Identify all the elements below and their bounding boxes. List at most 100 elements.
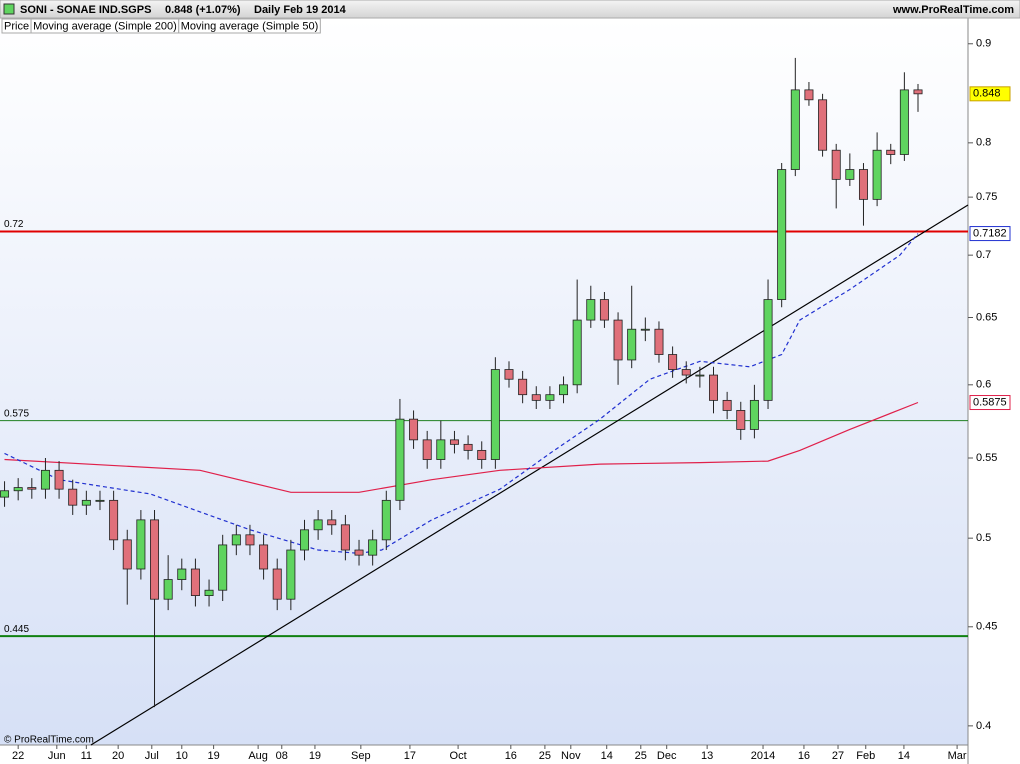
y-tick-label: 0.9 [976,38,991,50]
x-tick-label: Mar [948,750,967,762]
y-tick-label: 0.55 [976,452,997,464]
candle-body [531,394,541,401]
candle-body [681,369,691,376]
period: Daily Feb 19 2014 [254,4,347,16]
x-tick-label: Jun [48,750,66,762]
x-tick-label: 10 [176,750,188,762]
legend-box [178,18,321,34]
candle-body [177,568,187,580]
y-tick-label: 0.6 [976,379,991,391]
candle-body [654,328,664,355]
ma-line [4,401,919,493]
legend-label: Price [4,20,29,32]
candle-body [109,499,119,541]
x-axis-bg [0,745,968,764]
candle-body [886,149,896,155]
candle-body [81,499,91,506]
candle-body [504,369,514,380]
y-axis-bg [968,18,1020,764]
price-tag-label: 0.7182 [973,227,1007,239]
x-tick-label: 22 [12,750,24,762]
candle-body [163,579,173,600]
x-tick-label: 25 [635,750,647,762]
legend-label: Moving average (Simple 200) [33,20,177,32]
candle-body [190,568,200,596]
candle-body [40,469,50,490]
candle-body [490,369,500,460]
candle-body [831,149,841,180]
x-tick-label: Sep [351,750,371,762]
candle-body [899,89,909,155]
candle-body [613,319,623,361]
candle-body [586,299,596,321]
candle-body [790,89,800,170]
x-tick-label: Dec [657,750,677,762]
legend: Price Moving average (Simple 200) Moving a… [1,18,321,34]
candle-body [599,299,609,321]
price-tag [969,226,1011,242]
site: www.ProRealTime.com [892,4,1014,16]
candle-body [640,328,650,331]
level-label: 0.575 [4,408,29,419]
y-tick-label: 0.5 [976,532,991,544]
candle-body [313,519,323,531]
candle-body [95,499,105,502]
candle-body [245,534,255,546]
candle-body [736,410,746,430]
candle-body [381,499,391,541]
candle-body [695,374,705,377]
candle-body [463,443,473,451]
candle-body [449,439,459,445]
candle-body [327,519,337,526]
candle-body [409,418,419,441]
y-tick-label: 0.7 [976,249,991,261]
candle-body [231,534,241,546]
candle-body [218,544,228,591]
level-label: 0.72 [4,219,24,230]
plot: 0.72 0.575 0.445 [0,57,969,746]
price-tag-label: 0.5875 [973,396,1007,408]
price-tag-label: 0.848 [973,88,1001,100]
x-tick-label: 14 [601,750,613,762]
candle-body [136,519,146,570]
candle-body [0,490,10,498]
quote: 0.848 (+1.07%) [165,4,241,16]
symbol: SONI - SONAE IND.SGPS [20,4,151,16]
candle-body [436,439,446,460]
candle-body [763,299,773,401]
x-tick-label: Oct [450,750,467,762]
price-tag [969,86,1011,102]
footer: © ProRealTime.com [4,735,94,746]
header-icon [3,3,15,15]
x-tick-label: 13 [701,750,713,762]
candle-body [572,319,582,386]
candle-body [150,519,160,600]
candle-body [845,169,855,180]
candle-body [559,384,569,396]
x-tick-label: 2014 [751,750,775,762]
ma-line [4,233,919,555]
candle-body [749,399,759,430]
candle-body [777,169,787,300]
candle-body [286,549,296,600]
candle-body [395,418,405,501]
candle-body [804,89,814,101]
x-tick-label: 16 [505,750,517,762]
x-tick-label: 20 [112,750,124,762]
x-tick-label: 25 [539,750,551,762]
candle-body [872,149,882,200]
x-tick-label: Feb [856,750,875,762]
candle-body [299,529,309,551]
candle-body [68,488,78,506]
candle-body [368,539,378,556]
candle-body [818,99,828,151]
candle-body [204,589,214,596]
x-tick-label: Jul [145,750,159,762]
candle-body [354,549,364,556]
candle-body [13,487,23,492]
candle-body [259,544,269,570]
candle-body [722,399,732,411]
x-tick-label: Aug [248,750,268,762]
candle-body [858,169,868,200]
